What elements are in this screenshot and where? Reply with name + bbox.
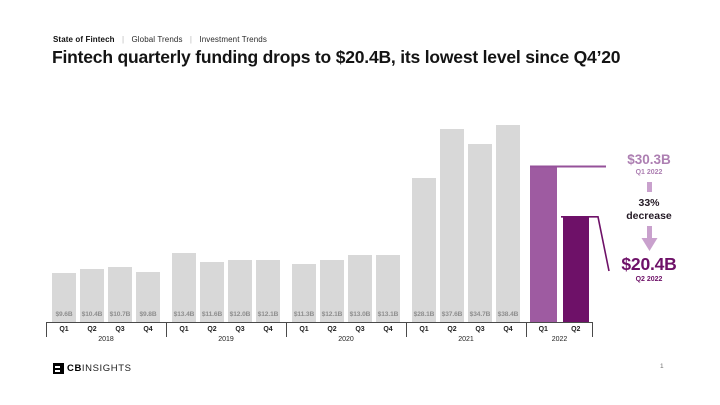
bar-q4-2021: $38.4B [496,125,520,322]
bar-value-label: $11.6B [201,311,223,318]
bar-value-label: $28.1B [413,311,435,318]
quarter-labels-row: Q1 Q2 Q3 Q4 [46,326,166,333]
bar-value-label: $9.8B [139,311,157,318]
page-title: Fintech quarterly funding drops to $20.4… [52,47,621,67]
quarter-tick-label: Q3 [235,326,245,333]
quarter-tick-label: Q3 [115,326,125,333]
quarterly-funding-bar-chart: $9.6B $10.4B $10.7B $9.8B $13.4B $11.6B $12.0B… [46,112,593,343]
peak-period-label: Q1 2022 [635,169,663,177]
quarter-tick-label: Q1 [179,326,189,333]
quarter-tick-label: Q2 [571,326,581,333]
bar-value-label: $34.7B [469,311,491,318]
bar-value-label: $12.0B [229,311,251,318]
year-tick-label: 2019 [218,336,234,343]
bar-q2-2022 [562,217,589,322]
quarter-tick-label: Q1 [59,326,69,333]
cbinsights-logo: CBINSIGHTS [53,363,132,374]
down-arrow-icon [641,226,657,252]
axis-group-2019: Q1 Q2 Q3 Q4 2019 [166,323,286,343]
quarter-tick-label: Q2 [327,326,337,333]
quarter-labels-row: Q1 Q2 Q3 Q4 [286,326,406,333]
quarter-tick-label: Q1 [419,326,429,333]
bar-value-label: $10.4B [81,311,103,318]
bar-q3-2021: $34.7B [468,144,492,322]
axis-group-2018: Q1 Q2 Q3 Q4 2018 [46,323,166,343]
quarter-tick-label: Q1 [299,326,309,333]
bar-q1-2018: $9.6B [52,273,76,322]
year-tick-label: 2020 [338,336,354,343]
bar-group-2022 [526,112,593,322]
axis-group-2022: Q1 Q2 2022 [526,323,593,343]
bar-group-2020: $11.3B $12.1B $13.0B $13.1B [286,112,406,322]
bar-q1-2019: $13.4B [172,253,196,322]
bar-value-label: $11.3B [293,311,315,318]
bar-q2-2018: $10.4B [80,269,104,322]
quarter-tick-label: Q1 [538,326,548,333]
bar-q4-2019: $12.1B [256,260,280,322]
bar-value-label: $13.0B [349,311,371,318]
quarter-tick-label: Q4 [263,326,273,333]
chart-plot-area: $9.6B $10.4B $10.7B $9.8B $13.4B $11.6B $12.0B… [46,112,593,322]
current-value-label: $20.4B [621,254,677,275]
bar-value-label: $37.6B [441,311,463,318]
bar-q3-2020: $13.0B [348,255,372,322]
breadcrumb-subsection: Investment Trends [199,35,267,44]
logo-cb: CB [67,363,82,374]
percent-change-line2: decrease [626,209,672,222]
page-number: 1 [660,363,664,370]
arrow-tail-segment [646,182,652,193]
quarter-tick-label: Q2 [207,326,217,333]
year-tick-label: 2018 [98,336,114,343]
quarter-labels-row: Q1 Q2 [526,326,593,333]
bar-group-2021: $28.1B $37.6B $34.7B $38.4B [406,112,526,322]
bar-group-2019: $13.4B $11.6B $12.0B $12.1B [166,112,286,322]
quarter-labels-row: Q1 Q2 Q3 Q4 [166,326,286,333]
year-tick-label: 2021 [458,336,474,343]
bar-q3-2019: $12.0B [228,260,252,322]
axis-group-2021: Q1 Q2 Q3 Q4 2021 [406,323,526,343]
quarter-tick-label: Q3 [475,326,485,333]
current-period-label: Q2 2022 [635,275,663,283]
bar-q2-2019: $11.6B [200,262,224,322]
percent-change-label: 33% decrease [604,197,694,222]
bar-q4-2020: $13.1B [376,255,400,322]
quarter-tick-label: Q4 [383,326,393,333]
breadcrumb-separator: | [121,35,125,44]
quarter-tick-label: Q4 [503,326,513,333]
bar-value-label: $10.7B [109,311,131,318]
bar-q2-2020: $12.1B [320,260,344,322]
chart-x-axis: Q1 Q2 Q3 Q4 2018 Q1 Q2 Q3 Q4 2019 Q1 Q2 Q3 Q4 2020 Q1 Q2… [46,322,593,343]
annotation-column: $30.3B Q1 2022 33% decrease $20.4B Q2 20… [604,152,694,283]
bar-value-label: $9.6B [55,311,73,318]
quarter-tick-label: Q3 [355,326,365,333]
quarter-labels-row: Q1 Q2 Q3 Q4 [406,326,526,333]
quarter-tick-label: Q4 [143,326,153,333]
cbinsights-logo-icon [53,363,64,374]
bar-value-label: $12.1B [257,311,279,318]
bar-value-label: $13.1B [377,311,399,318]
bar-q1-2021: $28.1B [412,178,436,322]
quarter-tick-label: Q2 [87,326,97,333]
bar-q3-2018: $10.7B [108,267,132,322]
peak-value-label: $30.3B [627,152,671,167]
bar-q4-2018: $9.8B [136,272,160,322]
bar-value-label: $38.4B [497,311,519,318]
bar-value-label: $12.1B [321,311,343,318]
axis-group-2020: Q1 Q2 Q3 Q4 2020 [286,323,406,343]
bar-q2-2021: $37.6B [440,129,464,322]
bar-group-2018: $9.6B $10.4B $10.7B $9.8B [46,112,166,322]
year-tick-label: 2022 [551,336,568,343]
breadcrumb-separator: | [189,35,193,44]
quarter-tick-label: Q2 [447,326,457,333]
breadcrumb: State of Fintech | Global Trends | Inves… [53,35,267,44]
breadcrumb-report: State of Fintech [53,35,115,44]
breadcrumb-section: Global Trends [131,35,183,44]
logo-insights: INSIGHTS [81,363,132,374]
cbinsights-logo-text: CBINSIGHTS [67,363,132,374]
bar-q1-2022 [530,167,557,322]
bar-value-label: $13.4B [173,311,195,318]
bar-q1-2020: $11.3B [292,264,316,322]
percent-change-line1: 33% [638,197,660,210]
